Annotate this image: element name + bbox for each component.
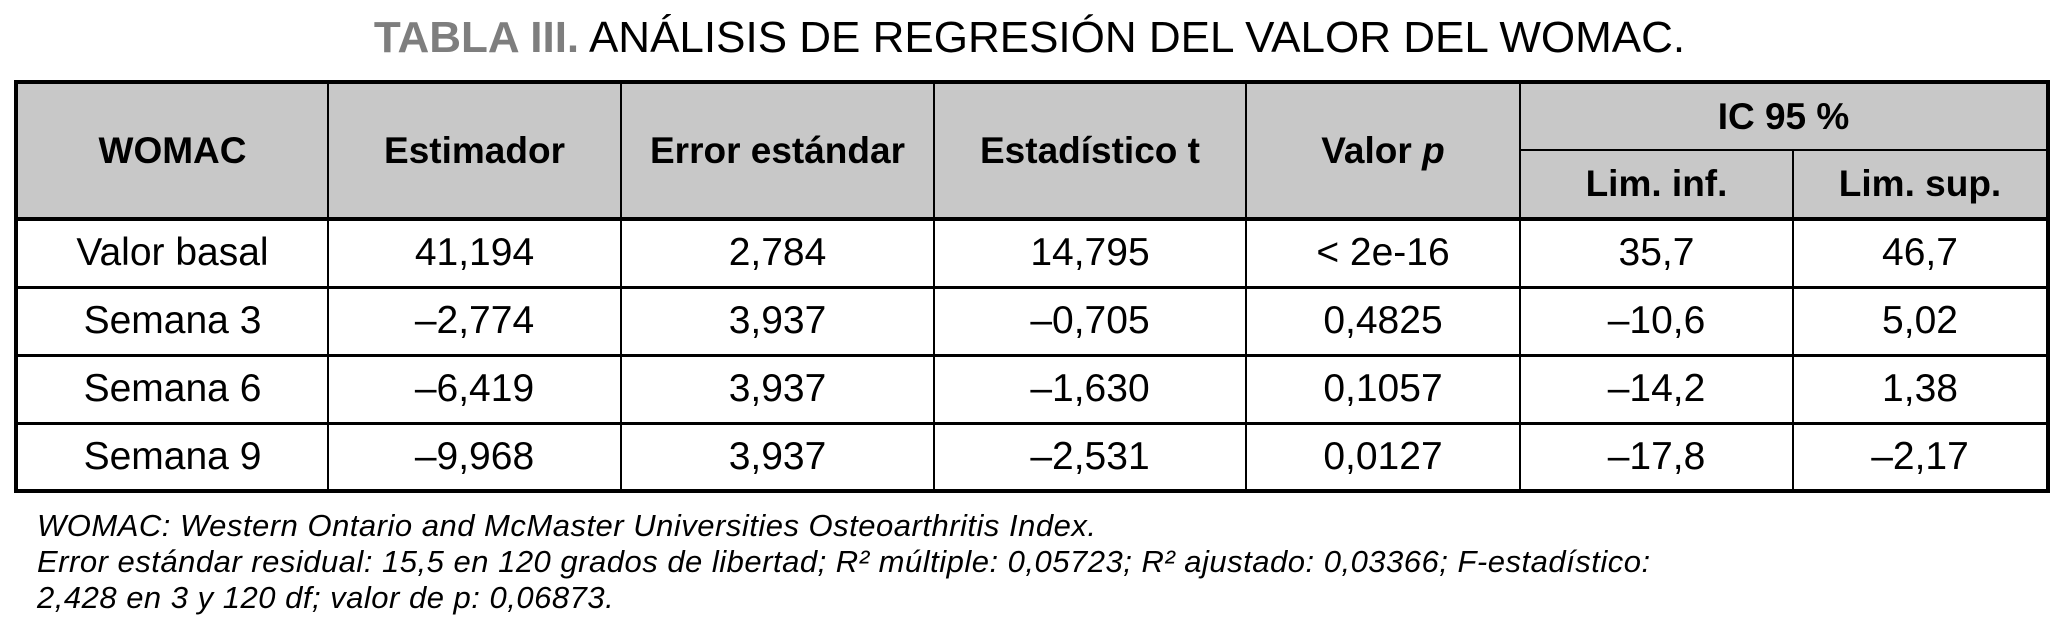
value-cell: –9,968 — [327, 421, 622, 492]
header-row-top: WOMAC Estimador Error estándar Estadísti… — [15, 81, 2049, 220]
value-cell: –14,2 — [1519, 353, 1794, 424]
row-label-cell: Semana 9 — [15, 421, 329, 492]
row-label-cell: Valor basal — [15, 217, 329, 288]
col-header-valor-p: Valor p — [1245, 81, 1521, 220]
footnote-line: 2,428 en 3 y 120 df; valor de p: 0,06873… — [37, 580, 615, 615]
value-cell: –17,8 — [1519, 421, 1794, 492]
row-label-cell: Semana 6 — [15, 353, 329, 424]
value-cell: 0,4825 — [1245, 285, 1521, 356]
col-header-error-estandar: Error estándar — [620, 81, 935, 220]
value-cell: –10,6 — [1519, 285, 1794, 356]
footnotes: WOMAC: Western Ontario and McMaster Univ… — [37, 508, 2059, 616]
col-header-womac: WOMAC — [15, 81, 329, 220]
value-cell: 46,7 — [1792, 217, 2049, 288]
value-cell: 3,937 — [620, 353, 935, 424]
value-cell: –0,705 — [933, 285, 1247, 356]
value-cell: 5,02 — [1792, 285, 2049, 356]
col-header-ic95: IC 95 % — [1519, 81, 2049, 151]
footnote-line: Error estándar residual: 15,5 en 120 gra… — [37, 544, 1651, 579]
table-caption-text: ANÁLISIS DE REGRESIÓN DEL VALOR DEL WOMA… — [588, 13, 1686, 62]
value-cell: –1,630 — [933, 353, 1247, 424]
row-label-cell: Semana 3 — [15, 285, 329, 356]
value-cell: –2,531 — [933, 421, 1247, 492]
regression-table: WOMAC Estimador Error estándar Estadísti… — [14, 80, 2050, 493]
value-cell: 1,38 — [1792, 353, 2049, 424]
table-number-label: TABLA III. — [373, 13, 580, 62]
table-caption: TABLA III. ANÁLISIS DE REGRESIÓN DEL VAL… — [0, 0, 2059, 63]
value-cell: < 2e-16 — [1245, 217, 1521, 288]
header-row-sub: Lim. inf. Lim. sup. — [16, 149, 2049, 220]
table-row-semana-9: Semana 9 –9,968 3,937 –2,531 0,0127 –17,… — [15, 421, 2049, 492]
table-row-semana-3: Semana 3 –2,774 3,937 –0,705 0,4825 –10,… — [15, 285, 2049, 356]
valor-p-prefix: Valor — [1321, 129, 1412, 171]
value-cell: –2,774 — [327, 285, 622, 356]
col-header-lim-sup: Lim. sup. — [1792, 149, 2049, 220]
table-row-semana-6: Semana 6 –6,419 3,937 –1,630 0,1057 –14,… — [15, 353, 2049, 424]
col-header-lim-inf: Lim. inf. — [1519, 149, 1794, 220]
table-row-valor-basal: Valor basal 41,194 2,784 14,795 < 2e-16 … — [15, 217, 2049, 288]
col-header-estadistico-t: Estadístico t — [933, 81, 1247, 220]
value-cell: 0,0127 — [1245, 421, 1521, 492]
value-cell: 41,194 — [327, 217, 622, 288]
col-header-estimador: Estimador — [327, 81, 622, 220]
value-cell: 0,1057 — [1245, 353, 1521, 424]
value-cell: 35,7 — [1519, 217, 1794, 288]
value-cell: 14,795 — [933, 217, 1247, 288]
value-cell: –6,419 — [327, 353, 622, 424]
value-cell: 2,784 — [620, 217, 935, 288]
value-cell: 3,937 — [620, 421, 935, 492]
valor-p-symbol: p — [1422, 129, 1445, 171]
value-cell: –2,17 — [1792, 421, 2049, 492]
value-cell: 3,937 — [620, 285, 935, 356]
footnote-line: WOMAC: Western Ontario and McMaster Univ… — [37, 508, 1097, 543]
